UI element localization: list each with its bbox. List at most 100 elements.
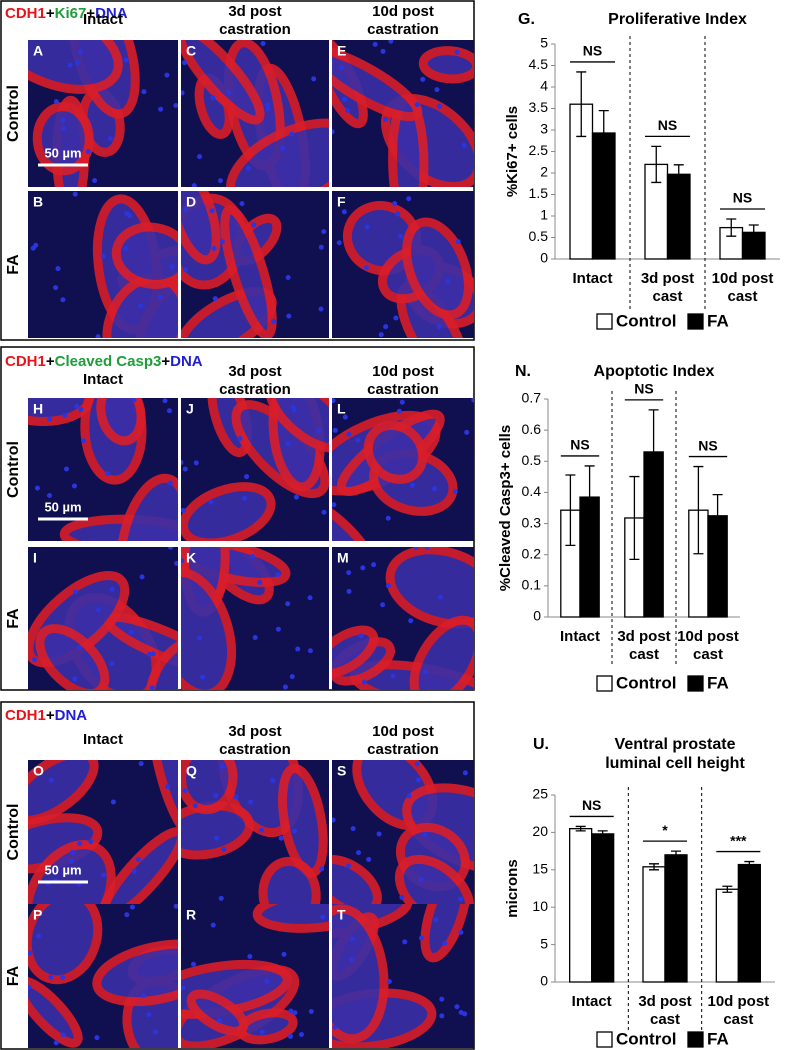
column-header: castration: [219, 381, 291, 398]
nucleus: [174, 560, 178, 566]
nucleus: [70, 849, 76, 855]
epithelium: [181, 567, 236, 690]
y-axis-label: %Ki67+ cells: [504, 106, 521, 197]
stain-part: CDH1: [5, 707, 46, 724]
y-tick-label: 1.5: [529, 185, 549, 201]
nucleus: [350, 826, 356, 832]
legend-label: Control: [616, 1029, 676, 1048]
nucleus: [366, 856, 372, 862]
column-header: castration: [219, 741, 291, 758]
column-header: Intact: [83, 731, 123, 748]
y-tick-label: 0.4: [522, 483, 542, 499]
row-label: Control: [5, 441, 22, 498]
chart-panel-letter: N.: [515, 363, 531, 380]
legend-label: FA: [707, 311, 729, 330]
nucleus: [346, 588, 352, 594]
nucleus: [360, 565, 366, 571]
nucleus: [388, 40, 394, 44]
error-bar: [576, 71, 587, 138]
nucleus: [109, 661, 115, 667]
nucleus: [173, 103, 178, 109]
epithelium: [332, 494, 378, 541]
nucleus: [355, 437, 361, 443]
y-tick-label: 0.7: [522, 390, 542, 406]
row-label: Control: [5, 85, 22, 142]
micrograph: [181, 547, 329, 690]
nucleus: [200, 674, 206, 680]
micrograph: [28, 760, 178, 904]
epithelium: [332, 625, 379, 679]
nucleus: [378, 332, 384, 338]
nucleus: [149, 685, 155, 690]
nucleus: [100, 253, 106, 259]
nucleus: [92, 177, 98, 183]
epithelium: [28, 398, 94, 426]
nucleus: [319, 866, 325, 872]
nucleus: [390, 673, 396, 679]
nucleus: [101, 872, 107, 878]
micrograph: [28, 904, 178, 1048]
nucleus: [53, 99, 59, 105]
nucleus: [321, 509, 327, 515]
legend-label: FA: [707, 1029, 729, 1048]
nucleus: [454, 49, 460, 55]
nucleus: [131, 398, 137, 403]
nucleus: [181, 507, 186, 513]
error-bar: [673, 164, 684, 185]
nucleus: [213, 792, 219, 798]
nucleus: [259, 827, 265, 833]
epithelium: [98, 827, 178, 904]
nucleus: [409, 482, 415, 488]
chart-title: Ventral prostate: [615, 736, 736, 753]
nucleus: [64, 466, 70, 472]
nucleus: [291, 828, 297, 834]
nucleus: [127, 213, 133, 219]
nucleus: [457, 896, 463, 902]
nucleus: [380, 602, 386, 608]
y-tick-label: 0.5: [529, 228, 549, 244]
epithelium: [402, 217, 473, 320]
nucleus: [437, 594, 443, 600]
stain-part: DNA: [95, 5, 128, 22]
nucleus: [192, 803, 198, 809]
nucleus: [292, 1010, 298, 1016]
nucleus: [72, 589, 78, 595]
nucleus: [55, 266, 61, 272]
nucleus: [380, 48, 386, 54]
stain-part: +: [46, 707, 55, 724]
bar: [715, 888, 739, 983]
stain-label: CDH1+DNA: [5, 707, 87, 724]
stain-part: +: [161, 353, 170, 370]
bar: [737, 863, 761, 983]
nucleus: [260, 41, 266, 47]
nucleus: [197, 154, 203, 160]
nucleus: [341, 209, 347, 215]
nucleus: [244, 474, 250, 480]
stain-part: +: [46, 353, 55, 370]
epithelium: [418, 46, 474, 84]
panel-letter: T: [337, 907, 346, 923]
micrograph: [181, 191, 329, 338]
nucleus: [286, 313, 292, 319]
column-header: 10d post: [372, 3, 434, 20]
nucleus: [432, 486, 438, 492]
significance-label: *: [662, 822, 668, 838]
micrograph: [28, 547, 178, 690]
stain-part: +: [86, 5, 95, 22]
column-header: castration: [367, 741, 439, 758]
y-tick-label: 15: [532, 861, 548, 877]
panel-letter: K: [186, 550, 196, 566]
nucleus: [275, 626, 281, 632]
column-header: 3d post: [228, 363, 281, 380]
epithelium: [220, 205, 277, 338]
panel-letter: P: [33, 907, 42, 923]
nucleus: [288, 1008, 294, 1014]
nucleus: [307, 648, 313, 654]
nucleus: [48, 777, 54, 783]
nucleus: [72, 676, 78, 682]
column-header: 3d post: [228, 723, 281, 740]
nucleus: [318, 244, 324, 250]
column-header: castration: [367, 381, 439, 398]
nucleus: [166, 408, 172, 414]
